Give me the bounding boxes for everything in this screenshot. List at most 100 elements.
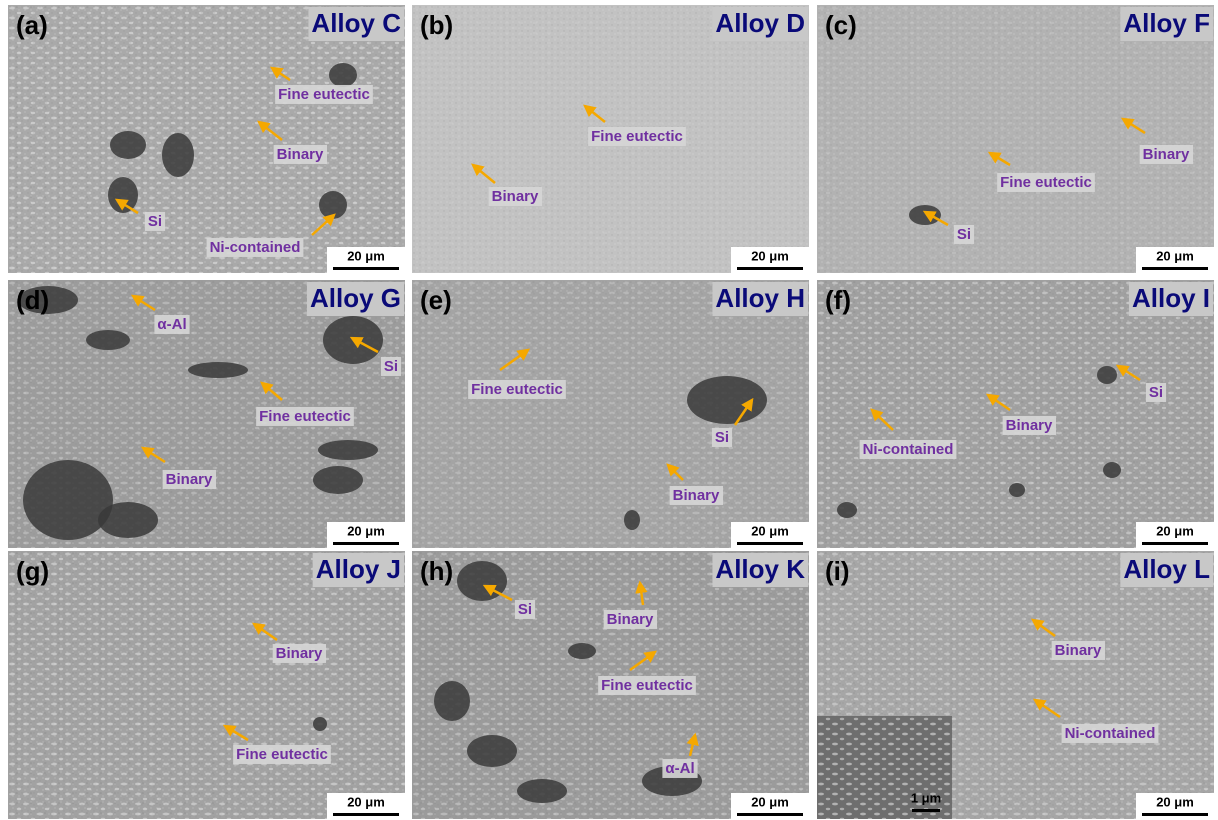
annotation-label: α-Al — [157, 316, 186, 333]
scale-bar-line — [1142, 542, 1208, 545]
micrograph-panel: (c) Alloy F Binary Fine eutectic Si 20 μm — [817, 5, 1214, 273]
inset-image: 1 μm — [817, 716, 952, 819]
annotation-label: Fine eutectic — [1000, 174, 1092, 191]
micrograph-panel: (e) Alloy H Fine eutectic Si Binary 20 μm — [412, 280, 809, 548]
dark-phase — [568, 643, 596, 659]
dark-phase — [323, 316, 383, 364]
annotation-label: Ni-contained — [210, 239, 301, 256]
dark-phase — [162, 133, 194, 177]
micrograph-panel: (f) Alloy I Si Binary Ni-contained 20 μm — [817, 280, 1214, 548]
scale-bar-label: 20 μm — [1156, 523, 1194, 538]
dark-phase — [23, 460, 113, 540]
panel-label: (f) — [825, 285, 851, 315]
annotation-label: Binary — [1006, 417, 1053, 434]
panel-label: (b) — [420, 10, 453, 40]
annotation-label: Binary — [673, 487, 720, 504]
annotation-label: Binary — [1143, 146, 1190, 163]
scale-bar-line — [333, 813, 399, 816]
dark-phase — [108, 177, 138, 213]
scale-bar-label: 20 μm — [751, 523, 789, 538]
dark-phase — [467, 735, 517, 767]
scale-bar-label: 20 μm — [1156, 248, 1194, 263]
annotation-label: Si — [957, 226, 971, 243]
dark-phase — [318, 440, 378, 460]
dark-phase — [329, 63, 357, 87]
annotation-label: Si — [1149, 384, 1163, 401]
annotation-label: α-Al — [665, 760, 694, 777]
annotation-label: Fine eutectic — [278, 86, 370, 103]
panel-label: (e) — [420, 285, 452, 315]
micrograph-panel: (a) Alloy C Fine eutectic Binary Si Ni-contai… — [8, 5, 405, 273]
scale-bar-label: 20 μm — [1156, 794, 1194, 809]
dark-phase — [687, 376, 767, 424]
annotation-label: Si — [148, 213, 162, 230]
panel-title: Alloy G — [310, 283, 401, 313]
dark-phase — [624, 510, 640, 530]
annotation-label: Fine eutectic — [471, 381, 563, 398]
panel-label: (d) — [16, 285, 49, 315]
dark-phase — [313, 466, 363, 494]
annotation-label: Ni-contained — [1065, 725, 1156, 742]
scale-bar-line — [737, 542, 803, 545]
dark-phase — [837, 502, 857, 518]
panel-label: (c) — [825, 10, 857, 40]
scale-bar-label: 20 μm — [751, 794, 789, 809]
annotation-label: Binary — [276, 645, 323, 662]
panel-label: (a) — [16, 10, 48, 40]
panel-title: Alloy C — [311, 8, 401, 38]
dark-phase — [457, 561, 507, 601]
micrograph-panel: (g) Alloy J Binary Fine eutectic 20 μm — [8, 551, 405, 819]
annotation-label: Binary — [492, 188, 539, 205]
annotation-label: Fine eutectic — [591, 128, 683, 145]
panel-title: Alloy I — [1132, 283, 1210, 313]
annotation-label: Ni-contained — [863, 441, 954, 458]
annotation-label: Si — [715, 429, 729, 446]
micrograph-panel: (i) Alloy L Binary Ni-contained 1 μm 20 μm — [817, 551, 1214, 819]
annotation-label: Binary — [607, 611, 654, 628]
scale-bar-label: 20 μm — [347, 794, 385, 809]
scale-bar-line — [1142, 267, 1208, 270]
annotation-label: Binary — [277, 146, 324, 163]
micrograph-panel: (h) Alloy K Si Binary Fine eutectic α-Al 20 μm — [412, 551, 809, 819]
micrograph-grain — [8, 5, 405, 273]
annotation-label: Si — [384, 358, 398, 375]
panel-title: Alloy F — [1123, 8, 1210, 38]
dark-phase — [1097, 366, 1117, 384]
dark-phase — [110, 131, 146, 159]
scale-bar-label: 20 μm — [347, 248, 385, 263]
scale-bar-label: 20 μm — [751, 248, 789, 263]
figure: (a) Alloy C Fine eutectic Binary Si Ni-contai… — [0, 0, 1218, 820]
panel-label: (g) — [16, 556, 49, 586]
inset-scale-bar-label: 1 μm — [911, 790, 941, 805]
scale-bar-line — [1142, 813, 1208, 816]
annotation-label: Fine eutectic — [236, 746, 328, 763]
micrograph-grain — [8, 551, 405, 819]
annotation-label: Fine eutectic — [601, 677, 693, 694]
dark-phase — [188, 362, 248, 378]
annotation-label: Fine eutectic — [259, 408, 351, 425]
dark-phase — [86, 330, 130, 350]
panel-title: Alloy K — [715, 554, 805, 584]
panel-title: Alloy J — [316, 554, 401, 584]
dark-phase — [1009, 483, 1025, 497]
scale-bar-line — [333, 267, 399, 270]
panel-title: Alloy H — [715, 283, 805, 313]
scale-bar-line — [333, 542, 399, 545]
micrograph-panel: (d)Alloy Gα-AlSiFine eutecticBinary20 μm — [8, 280, 405, 548]
panel-label: (i) — [825, 556, 850, 586]
scale-bar-line — [737, 267, 803, 270]
dark-phase — [313, 717, 327, 731]
inset-scale-bar-line — [912, 809, 940, 812]
dark-phase — [517, 779, 567, 803]
annotation-label: Binary — [1055, 642, 1102, 659]
micrograph-grain — [817, 5, 1214, 273]
dark-phase — [434, 681, 470, 721]
annotation-label: Si — [518, 601, 532, 618]
annotation-label: Binary — [166, 471, 213, 488]
dark-phase — [98, 502, 158, 538]
scale-bar-line — [737, 813, 803, 816]
panel-title: Alloy L — [1123, 554, 1210, 584]
panel-label: (h) — [420, 556, 453, 586]
dark-phase — [909, 205, 941, 225]
